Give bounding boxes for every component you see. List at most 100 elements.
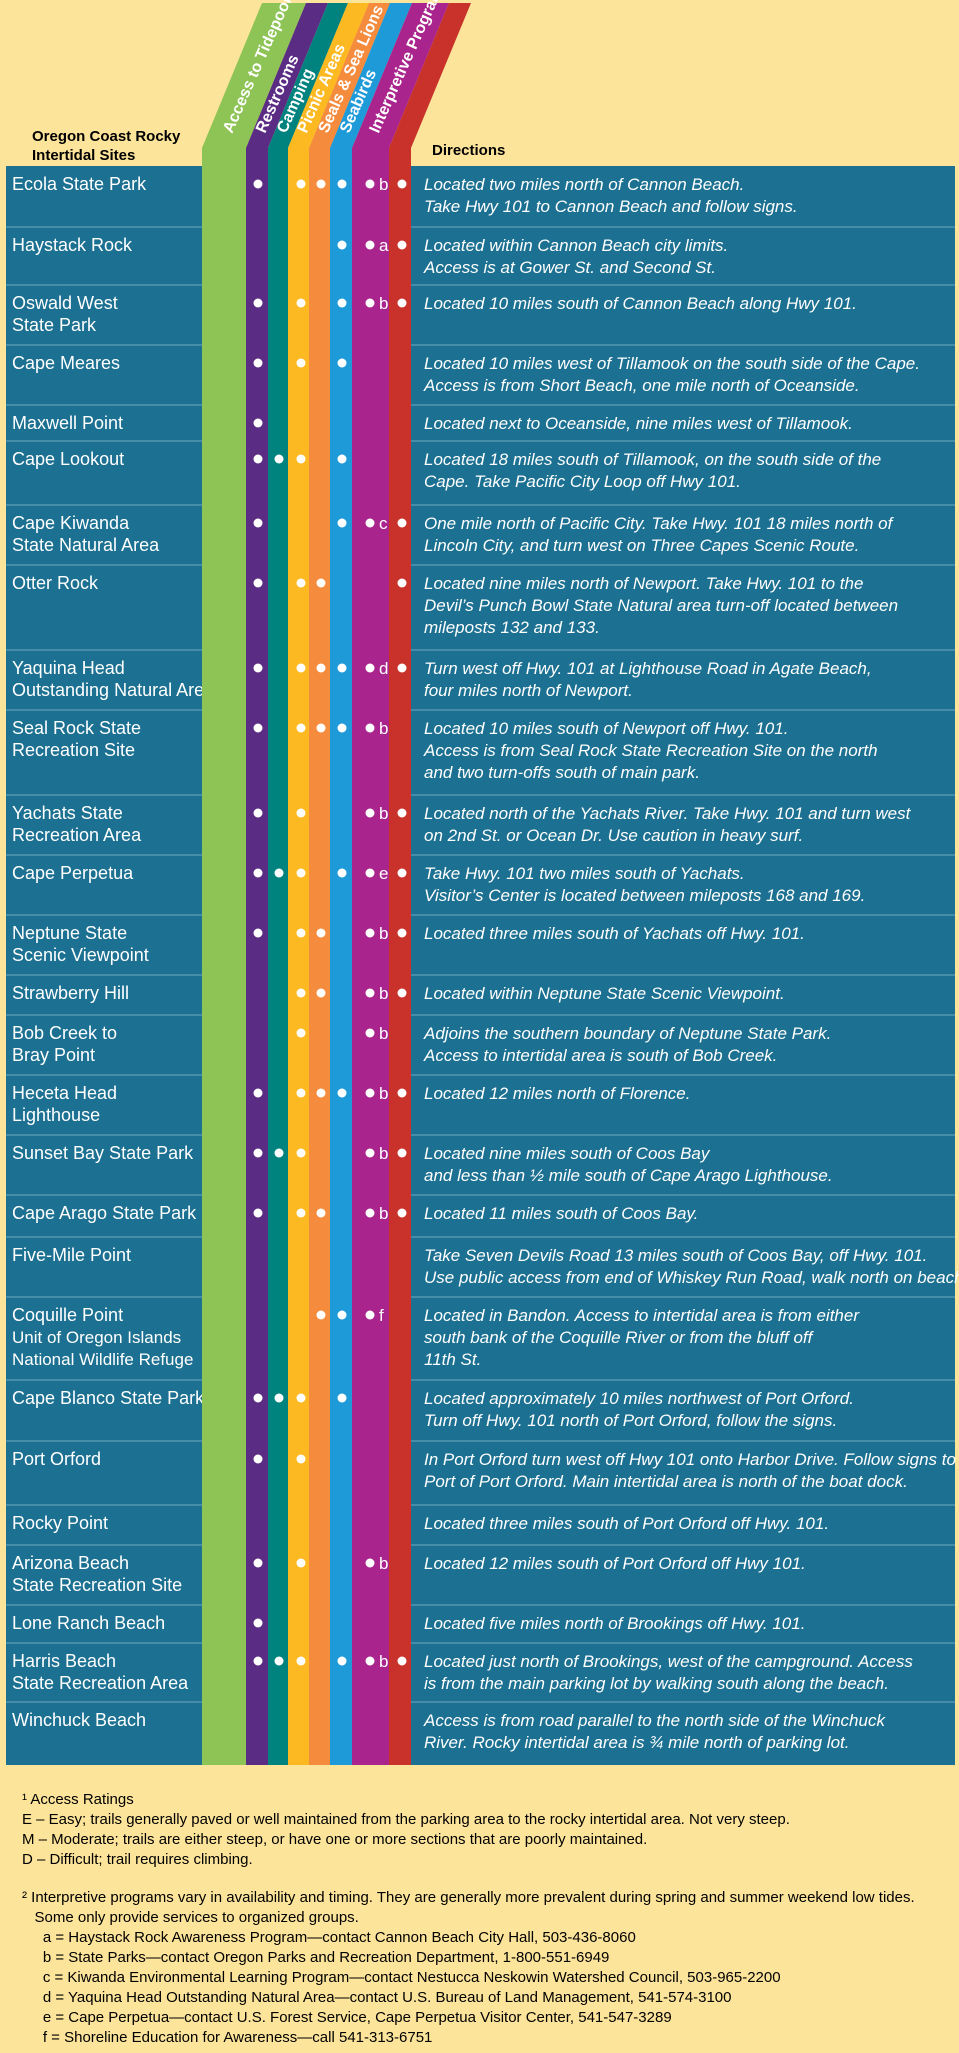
picnic-dot <box>296 808 306 818</box>
interpretive-dot <box>397 988 407 998</box>
directions-text: Located 12 miles north of Florence. <box>424 1084 690 1103</box>
directions-text: River. Rocky intertidal area is ¾ mile n… <box>424 1733 850 1752</box>
directions-text: mileposts 132 and 133. <box>424 618 600 637</box>
directions-text: Located next to Oceanside, nine miles we… <box>424 414 853 433</box>
seabirds-dot <box>365 1656 375 1666</box>
site-name: Heceta Head <box>12 1083 117 1103</box>
band-picnic <box>288 3 369 1765</box>
directions-text: and less than ½ mile south of Cape Arago… <box>424 1166 833 1185</box>
restrooms-dot <box>253 808 263 818</box>
site-name: Outstanding Natural Area <box>12 680 215 700</box>
site-name: Haystack Rock <box>12 235 133 255</box>
picnic-dot <box>296 988 306 998</box>
seabirds-dot <box>365 988 375 998</box>
directions-text: Take Hwy. 101 two miles south of Yachats… <box>424 864 745 883</box>
directions-text: Located 10 miles west of Tillamook on th… <box>424 354 920 373</box>
note-line: E – Easy; trails generally paved or well… <box>22 1811 790 1828</box>
seabirds-dot <box>365 518 375 528</box>
program-letter: d <box>379 659 388 678</box>
seabirds-dot <box>337 518 347 528</box>
program-letter: c <box>379 514 388 533</box>
band-seabirds <box>330 3 412 1765</box>
site-name: Yaquina Head <box>12 658 125 678</box>
site-name: Strawberry Hill <box>12 983 129 1003</box>
seabirds-dot <box>365 240 375 250</box>
site-name: State Park <box>12 315 97 335</box>
seabirds-dot <box>365 179 375 189</box>
note-line: Some only provide services to organized … <box>22 1909 359 1926</box>
directions-text: Access to intertidal area is south of Bo… <box>423 1046 777 1065</box>
seabirds-dot <box>337 454 347 464</box>
camping-dot <box>274 454 284 464</box>
restrooms-dot <box>253 1208 263 1218</box>
site-name: Five-Mile Point <box>12 1245 131 1265</box>
note-line: c = Kiwanda Environmental Learning Progr… <box>22 1969 781 1986</box>
directions-text: Located just north of Brookings, west of… <box>424 1652 913 1671</box>
directions-text: Located in Bandon. Access to intertidal … <box>424 1306 860 1325</box>
table-body-background <box>6 166 955 1765</box>
seabirds-dot <box>365 1310 375 1320</box>
directions-text: Located nine miles north of Newport. Tak… <box>424 574 863 593</box>
seabirds-dot <box>365 1208 375 1218</box>
camping-dot <box>274 868 284 878</box>
seabirds-dot <box>365 1558 375 1568</box>
seabirds-dot <box>337 358 347 368</box>
table-title-line2: Intertidal Sites <box>32 147 135 164</box>
seals-dot <box>316 663 326 673</box>
program-letter: b <box>379 1144 388 1163</box>
seals-dot <box>316 179 326 189</box>
site-name: Neptune State <box>12 923 127 943</box>
restrooms-dot <box>253 418 263 428</box>
program-letter: b <box>379 719 388 738</box>
row-marks: b a b c d b b e b b b b b b f b b <box>253 175 407 1671</box>
site-name: Arizona Beach <box>12 1553 129 1573</box>
seabirds-dot <box>365 808 375 818</box>
picnic-dot <box>296 179 306 189</box>
restrooms-dot <box>253 928 263 938</box>
program-letter: b <box>379 804 388 823</box>
picnic-dot <box>296 1148 306 1158</box>
site-name: Rocky Point <box>12 1513 108 1533</box>
restrooms-dot <box>253 454 263 464</box>
directions-text: on 2nd St. or Ocean Dr. Use caution in h… <box>424 826 803 845</box>
directions-text: Located north of the Yachats River. Take… <box>424 804 912 823</box>
interpretive-dot <box>397 663 407 673</box>
restrooms-dot <box>253 298 263 308</box>
note-line: a = Haystack Rock Awareness Program—cont… <box>22 1929 636 1946</box>
seals-dot <box>316 928 326 938</box>
seabirds-dot <box>365 1088 375 1098</box>
site-name: Recreation Area <box>12 825 142 845</box>
picnic-dot <box>296 1028 306 1038</box>
site-name: Bob Creek to <box>12 1023 117 1043</box>
band-seals <box>309 3 390 1765</box>
seabirds-dot <box>337 1310 347 1320</box>
band-last <box>389 3 471 1765</box>
picnic-dot <box>296 868 306 878</box>
directions-text: Located 10 miles south of Cannon Beach a… <box>424 294 857 313</box>
restrooms-dot <box>253 518 263 528</box>
seals-dot <box>316 1208 326 1218</box>
site-name: Winchuck Beach <box>12 1710 146 1730</box>
seabirds-dot <box>365 723 375 733</box>
band-interpretive <box>352 3 449 1765</box>
camping-dot <box>274 1148 284 1158</box>
site-name: Unit of Oregon Islands <box>12 1328 181 1347</box>
directions-text: Located within Neptune State Scenic View… <box>424 984 785 1003</box>
interpretive-dot <box>397 1208 407 1218</box>
picnic-dot <box>296 454 306 464</box>
directions-text: Located 11 miles south of Coos Bay. <box>424 1204 698 1223</box>
restrooms-dot <box>253 1558 263 1568</box>
site-name: Cape Lookout <box>12 449 124 469</box>
picnic-dot <box>296 1656 306 1666</box>
site-rows: Ecola State ParkMLocated two miles north… <box>6 166 959 1765</box>
note-line: ¹ Access Ratings <box>22 1791 134 1808</box>
directions-text: Take Hwy 101 to Cannon Beach and follow … <box>424 197 798 216</box>
picnic-dot <box>296 663 306 673</box>
program-letter: b <box>379 1024 388 1043</box>
directions-text: and two turn-offs south of main park. <box>424 763 700 782</box>
seals-dot <box>316 988 326 998</box>
seabirds-dot <box>337 298 347 308</box>
category-bands <box>202 3 471 1765</box>
restrooms-dot <box>253 578 263 588</box>
